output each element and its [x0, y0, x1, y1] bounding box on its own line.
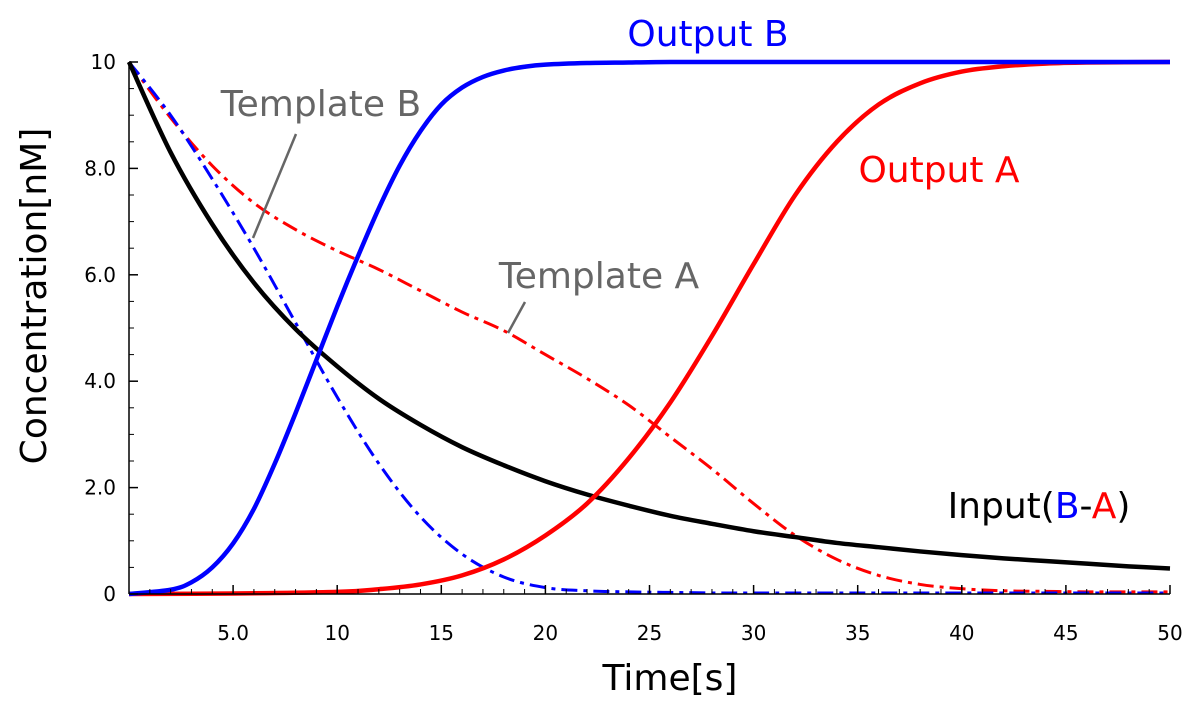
input-label-a: A — [1092, 486, 1117, 527]
input-label-prefix: Input( — [948, 486, 1055, 527]
series-line-input-b-a — [126, 61, 1171, 571]
x-tick-label: 50 — [1157, 621, 1182, 645]
template-a-leader-line — [506, 301, 527, 334]
x-tick-label: 15 — [429, 621, 454, 645]
template-b-label: Template B — [220, 84, 421, 125]
x-axis-title: Time[s] — [602, 658, 738, 699]
y-tick-label: 10 — [91, 50, 116, 74]
x-tick-label: 30 — [741, 621, 766, 645]
x-tick-label: 25 — [637, 621, 662, 645]
y-tick-label: 8.0 — [84, 156, 116, 180]
x-tick-label: 20 — [533, 621, 558, 645]
plot-lines — [126, 59, 1171, 597]
input-label-dash: - — [1080, 486, 1092, 527]
series-line-output-a — [128, 59, 1171, 597]
input-label-b: B — [1055, 486, 1080, 527]
series-line-template-a — [127, 61, 1170, 594]
x-tick-label: 35 — [845, 621, 870, 645]
x-tick-label: 5.0 — [217, 621, 249, 645]
output-b-label: Output B — [627, 14, 788, 55]
series-line-template-b — [127, 61, 1170, 595]
input-label: Input(B-A) — [948, 486, 1131, 527]
template-b-leader-line — [251, 133, 298, 239]
annotations: Output B Output A Template B Template A … — [220, 14, 1131, 527]
y-tick-label: 2.0 — [84, 476, 116, 500]
y-tick-label: 0 — [103, 582, 116, 606]
y-axis-title: Concentration[nM] — [14, 128, 55, 465]
y-tick-label: 4.0 — [84, 369, 116, 393]
y-tick-label: 6.0 — [84, 263, 116, 287]
input-label-suffix: ) — [1116, 486, 1130, 527]
template-a-label: Template A — [498, 256, 700, 297]
series-line-output-b — [128, 59, 1170, 597]
output-a-label: Output A — [858, 150, 1019, 191]
x-tick-label: 45 — [1053, 621, 1078, 645]
ticks: 5.0 10 15 20 25 30 35 40 45 50 0 2.0 4.0 6.0 8.0 10 — [84, 50, 1183, 645]
x-tick-label: 10 — [324, 621, 349, 645]
x-tick-label: 40 — [949, 621, 974, 645]
